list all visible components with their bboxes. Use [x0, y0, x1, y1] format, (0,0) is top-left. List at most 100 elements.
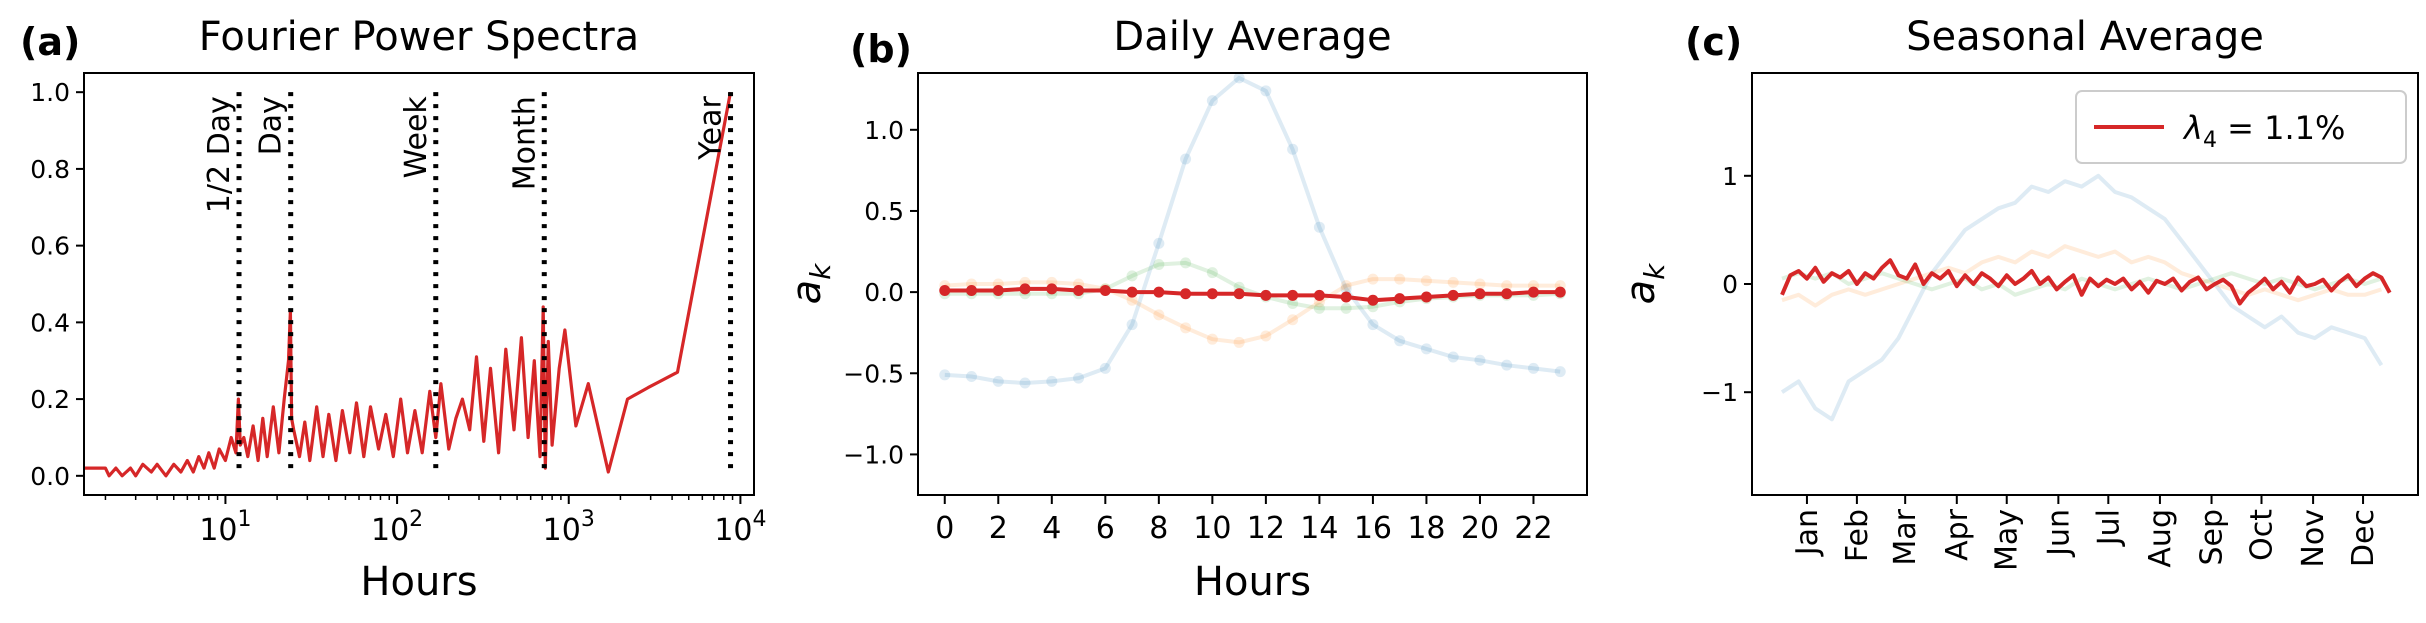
- series-1-point: [1448, 352, 1459, 363]
- x-tick-label: 20: [1461, 511, 1499, 546]
- series-3-point: [1127, 270, 1138, 281]
- series-1-point: [1127, 319, 1138, 330]
- series-1-point: [966, 371, 977, 382]
- series-1-point: [1501, 360, 1512, 371]
- series-4-point: [1073, 285, 1084, 296]
- series-1-point: [1367, 319, 1378, 330]
- x-axis-label: Hours: [360, 559, 477, 605]
- x-tick-label: May: [1990, 509, 2025, 571]
- chart-title: Daily Average: [1113, 14, 1391, 60]
- y-tick-label: 0: [1722, 270, 1738, 299]
- x-tick-label: Nov: [2296, 509, 2331, 568]
- series-1-point: [1020, 378, 1031, 389]
- series-1-point: [1421, 343, 1432, 354]
- reference-line-label: Day: [254, 96, 289, 155]
- y-tick-label: 0.0: [30, 462, 70, 491]
- reference-line-label: Month: [507, 96, 542, 190]
- series-2-point: [1260, 330, 1271, 341]
- series-4-point: [1180, 288, 1191, 299]
- series-1-point: [1287, 144, 1298, 155]
- series-4-point: [939, 285, 950, 296]
- x-tick-label: Mar: [1888, 508, 1923, 565]
- y-tick-label: 1.0: [864, 116, 904, 145]
- x-tick-label: 12: [1247, 511, 1285, 546]
- x-tick-label: 103: [543, 507, 595, 548]
- series-4-point: [1127, 287, 1138, 298]
- y-tick-label: −1.0: [843, 440, 904, 469]
- series-4-point: [1555, 287, 1566, 298]
- series-4-point: [1207, 288, 1218, 299]
- x-tick-label: Dec: [2346, 509, 2381, 567]
- x-tick-label: Oct: [2244, 509, 2279, 561]
- reference-line-label: Year: [694, 96, 729, 161]
- panel-label: (a): [20, 20, 80, 64]
- x-tick-label: 0: [935, 511, 954, 546]
- series-line-3: [945, 263, 1560, 308]
- series-1-point: [1180, 154, 1191, 165]
- x-tick-label: 4: [1042, 511, 1061, 546]
- series-4-point: [1260, 290, 1271, 301]
- series-1-point: [1314, 222, 1325, 233]
- y-tick-label: −1: [1701, 378, 1738, 407]
- series-1-point: [1260, 85, 1271, 96]
- x-tick-label: Jun: [2041, 509, 2076, 558]
- series-2-point: [1448, 277, 1459, 288]
- x-tick-label: Aug: [2143, 509, 2178, 568]
- series-2-point: [1421, 275, 1432, 286]
- panel-1: (a) Fourier Power Spectra 1/2 Day Day Week Mo…: [20, 14, 767, 605]
- series-4-point: [1287, 290, 1298, 301]
- y-tick-label: 0.4: [30, 308, 70, 337]
- x-tick-label: 14: [1300, 511, 1338, 546]
- reference-line-label: Week: [399, 96, 434, 179]
- series-1-point: [1234, 72, 1245, 83]
- series-1-point: [1153, 238, 1164, 249]
- series-1-point: [1555, 366, 1566, 377]
- series-3-point: [1314, 303, 1325, 314]
- x-tick-label: Jul: [2091, 509, 2126, 547]
- panel-2: (b) Daily Average −1.0 −0.5 0.0 0.5 1.0 0 2 4 6 8 10…: [784, 14, 1587, 605]
- series-4-point: [1394, 293, 1405, 304]
- series-2-point: [1153, 309, 1164, 320]
- series-4-point: [1153, 287, 1164, 298]
- series-4-point: [1020, 283, 1031, 294]
- series-4-point: [1528, 287, 1539, 298]
- series-1-point: [1207, 95, 1218, 106]
- series-3-point: [1207, 267, 1218, 278]
- series-3-point: [1180, 257, 1191, 268]
- series-4-point: [1421, 291, 1432, 302]
- series-4-point: [1448, 290, 1459, 301]
- series-4-point: [1046, 283, 1057, 294]
- panel-label: (c): [1685, 20, 1742, 64]
- series-3-point: [1341, 303, 1352, 314]
- x-tick-label: 102: [371, 507, 423, 548]
- x-tick-label: 101: [199, 507, 251, 548]
- series-4-point: [1501, 288, 1512, 299]
- y-axis-label: ak: [784, 262, 837, 305]
- x-tick-label: 10: [1193, 511, 1231, 546]
- series-2-point: [1207, 334, 1218, 345]
- y-axis-label: ak: [1618, 262, 1671, 305]
- x-tick-label: Jan: [1790, 509, 1825, 557]
- series-2-point: [1341, 280, 1352, 291]
- series-2-point: [1367, 274, 1378, 285]
- series-2-point: [1180, 322, 1191, 333]
- x-tick-label: 104: [714, 507, 766, 548]
- series-2-point: [1474, 279, 1485, 290]
- y-tick-label: 0.2: [30, 385, 70, 414]
- series-2-point: [1394, 274, 1405, 285]
- chart-title: Fourier Power Spectra: [199, 14, 639, 60]
- series-4-point: [966, 285, 977, 296]
- series-4-point: [1341, 291, 1352, 302]
- series-1-point: [1073, 373, 1084, 384]
- x-tick-label: Apr: [1940, 508, 1975, 561]
- x-tick-label: Sep: [2195, 509, 2230, 566]
- x-tick-label: 2: [989, 511, 1008, 546]
- series-4-point: [1367, 295, 1378, 306]
- series-1-point: [1394, 335, 1405, 346]
- x-tick-label: Feb: [1840, 509, 1875, 562]
- x-tick-label: 22: [1514, 511, 1552, 546]
- y-tick-label: 0.6: [30, 232, 70, 261]
- series-4-point: [1234, 288, 1245, 299]
- series-1-point: [1474, 355, 1485, 366]
